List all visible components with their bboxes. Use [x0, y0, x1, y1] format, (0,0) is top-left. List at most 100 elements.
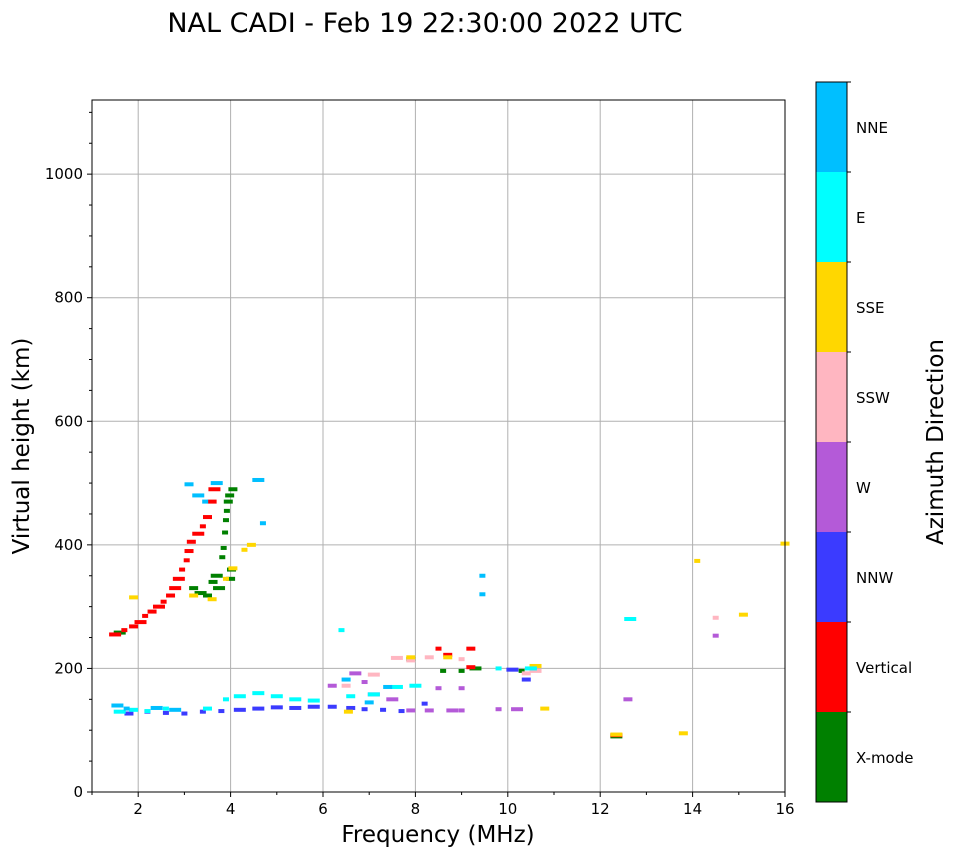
data-point-sse	[694, 558, 701, 563]
data-point-nnw	[398, 709, 405, 714]
x-axis-label: Frequency (MHz)	[341, 822, 534, 848]
data-point-w	[406, 708, 416, 713]
colorbar-label-w: W	[856, 479, 871, 497]
colorbar-label-nnw: NNW	[856, 569, 893, 587]
y-axis-label: Virtual height (km)	[9, 338, 35, 555]
data-point-nnw	[380, 707, 387, 712]
data-point-sse	[738, 612, 748, 617]
data-point-e	[524, 666, 537, 671]
data-point-nne	[341, 677, 351, 682]
data-point-nnw	[361, 707, 368, 712]
data-point-ssw	[367, 672, 380, 677]
x-tick-label: 8	[411, 800, 421, 818]
data-point-nnw	[289, 705, 302, 710]
data-point-vertical	[160, 599, 167, 604]
colorbar-label-vertical: Vertical	[856, 659, 912, 677]
data-point-nnw	[252, 706, 265, 711]
data-point-vertical	[147, 609, 157, 614]
data-point-sse	[129, 595, 139, 600]
data-point-x-mode	[228, 487, 238, 492]
data-point-w	[458, 708, 465, 713]
data-point-nne	[383, 684, 393, 689]
data-point-ssw	[458, 657, 465, 662]
data-point-nne	[252, 477, 265, 482]
data-point-ssw	[529, 668, 542, 673]
data-point-nnw	[199, 709, 206, 714]
colorbar-label-e: E	[856, 209, 865, 227]
data-point-ssw	[712, 615, 719, 620]
data-point-x-mode	[222, 518, 229, 523]
data-point-vertical	[466, 646, 476, 651]
data-point-nne	[169, 707, 182, 712]
data-point-w	[623, 697, 633, 702]
data-point-e	[233, 694, 246, 699]
data-point-w	[327, 683, 337, 688]
data-point-nnw	[124, 711, 134, 716]
data-point-ssw	[390, 655, 403, 660]
data-point-nne	[479, 573, 486, 578]
data-point-e	[203, 706, 212, 711]
data-point-w	[446, 708, 459, 713]
data-point-w	[712, 633, 719, 638]
colorbar-label-ssw: SSW	[856, 389, 890, 407]
data-point-nne	[259, 521, 266, 526]
data-point-x-mode	[440, 668, 447, 673]
data-point-x-mode	[219, 555, 226, 560]
data-point-nnw	[521, 677, 531, 682]
x-tick-label: 12	[591, 800, 610, 818]
data-point-nnw	[327, 704, 337, 709]
data-point-e	[624, 617, 637, 621]
data-point-x-mode	[458, 668, 465, 673]
data-point-nnw	[181, 711, 188, 716]
colorbar-segment	[816, 622, 847, 712]
data-point-ssw	[341, 683, 351, 688]
colorbar-segment	[816, 262, 847, 352]
data-point-vertical	[172, 576, 185, 581]
data-point-x-mode	[222, 530, 229, 535]
y-tick-label: 600	[54, 412, 83, 430]
data-point-vertical	[129, 624, 139, 629]
chart-title: NAL CADI - Feb 19 22:30:00 2022 UTC	[167, 8, 682, 39]
data-point-vertical	[142, 613, 149, 618]
y-tick-label: 800	[54, 289, 83, 307]
data-point-x-mode	[203, 593, 212, 598]
colorbar-segment	[816, 712, 847, 802]
data-point-e	[338, 628, 345, 633]
data-point-e	[289, 697, 302, 702]
data-point-w	[386, 697, 399, 702]
data-point-nnw	[270, 705, 283, 710]
data-point-vertical	[134, 620, 147, 625]
data-point-ssw	[424, 655, 434, 660]
data-point-e	[113, 709, 126, 714]
colorbar-frame	[815, 81, 848, 803]
data-point-e	[270, 694, 283, 699]
data-point-nne	[364, 700, 374, 705]
data-point-nnw	[307, 704, 320, 709]
x-tick-label: 10	[498, 800, 517, 818]
x-tick-label: 14	[683, 800, 702, 818]
colorbar-segment	[816, 532, 847, 622]
grid-lines	[92, 100, 786, 793]
data-point-nnw	[218, 709, 225, 714]
colorbar-label-x-mode: X-mode	[856, 749, 913, 767]
data-point-w	[458, 686, 465, 691]
data-point-nnw	[233, 707, 246, 712]
data-point-x-mode	[213, 586, 226, 591]
data-point-sse	[678, 731, 688, 736]
x-tick-label: 16	[775, 800, 794, 818]
data-point-w	[349, 671, 362, 676]
data-point-x-mode	[189, 586, 199, 591]
data-point-e	[346, 694, 356, 699]
data-point-vertical	[466, 665, 476, 670]
data-point-sse	[540, 706, 550, 711]
data-point-sse	[443, 655, 453, 660]
data-point-nne	[111, 703, 124, 708]
data-point-sse	[222, 576, 229, 581]
colorbar: X-mode Vertical NNW W SSW SSE E NNE	[815, 81, 913, 803]
y-tick-label: 200	[54, 659, 83, 677]
y-tick-label: 0	[73, 783, 83, 801]
y-tick-label: 1000	[45, 165, 83, 183]
data-point-x-mode	[225, 493, 235, 498]
data-point-nne	[202, 499, 209, 504]
